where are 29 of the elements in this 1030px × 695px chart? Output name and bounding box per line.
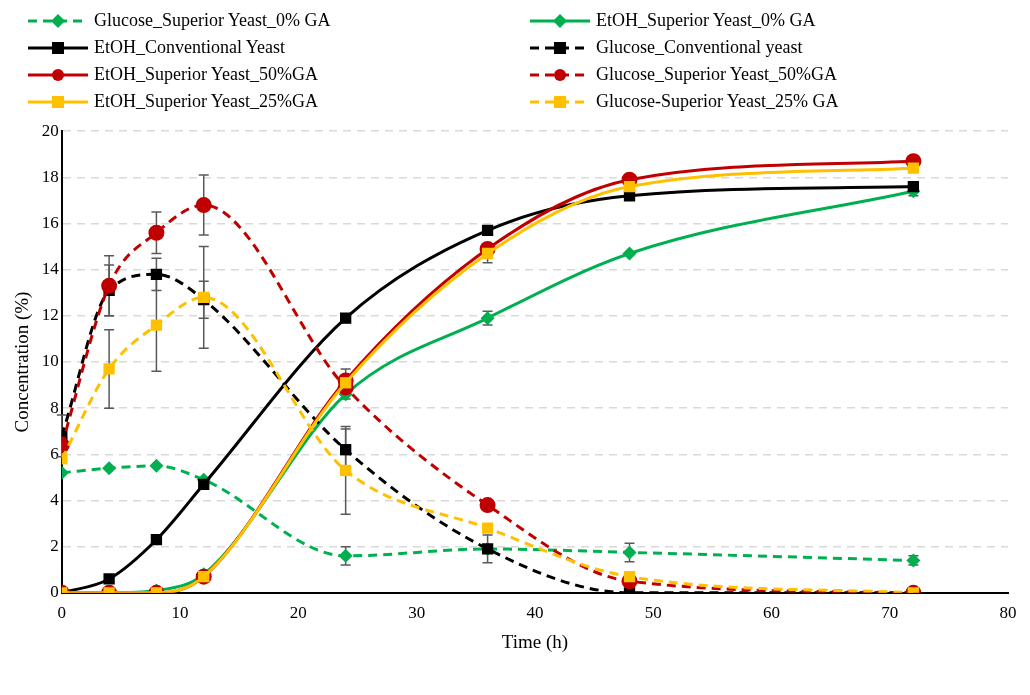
y-tick-label: 20 (41, 120, 59, 140)
legend-label: Glucose_Conventional yeast (596, 37, 803, 58)
y-tick-label: 16 (41, 212, 59, 232)
x-axis-title: Time (h) (501, 630, 569, 653)
x-tick-label: 30 (408, 603, 426, 623)
legend-label: EtOH_Superior Yeast_50%GA (94, 64, 318, 85)
legend-label: EtOH_Conventional Yeast (94, 37, 285, 58)
y-tick-label: 12 (41, 305, 59, 325)
y-tick-label: 18 (41, 166, 59, 186)
y-tick-label: 2 (50, 536, 59, 556)
legend-label: EtOH_Superior Yeast_0% GA (596, 10, 816, 31)
x-tick-label: 20 (289, 603, 307, 623)
x-tick-label: 10 (171, 603, 189, 623)
legend-label: Glucose_Superior Yeast_0% GA (94, 10, 331, 31)
y-axis-title: Concentration (%) (11, 291, 34, 433)
x-tick-label: 60 (762, 603, 780, 623)
legend-label: Glucose_Superior Yeast_50%GA (596, 64, 837, 85)
y-tick-label: 6 (50, 443, 59, 463)
legend-label: Glucose-Superior Yeast_25% GA (596, 91, 839, 112)
x-tick-label: 50 (644, 603, 662, 623)
x-tick-label: 70 (881, 603, 899, 623)
y-tick-label: 4 (50, 489, 60, 509)
x-tick-label: 40 (526, 603, 544, 623)
legend-label: EtOH_Superior Yeast_25%GA (94, 91, 318, 112)
y-tick-label: 8 (50, 397, 59, 417)
y-tick-label: 0 (50, 582, 59, 602)
y-tick-label: 14 (41, 259, 60, 279)
x-tick-label: 80 (999, 603, 1017, 623)
y-tick-label: 10 (41, 351, 59, 371)
